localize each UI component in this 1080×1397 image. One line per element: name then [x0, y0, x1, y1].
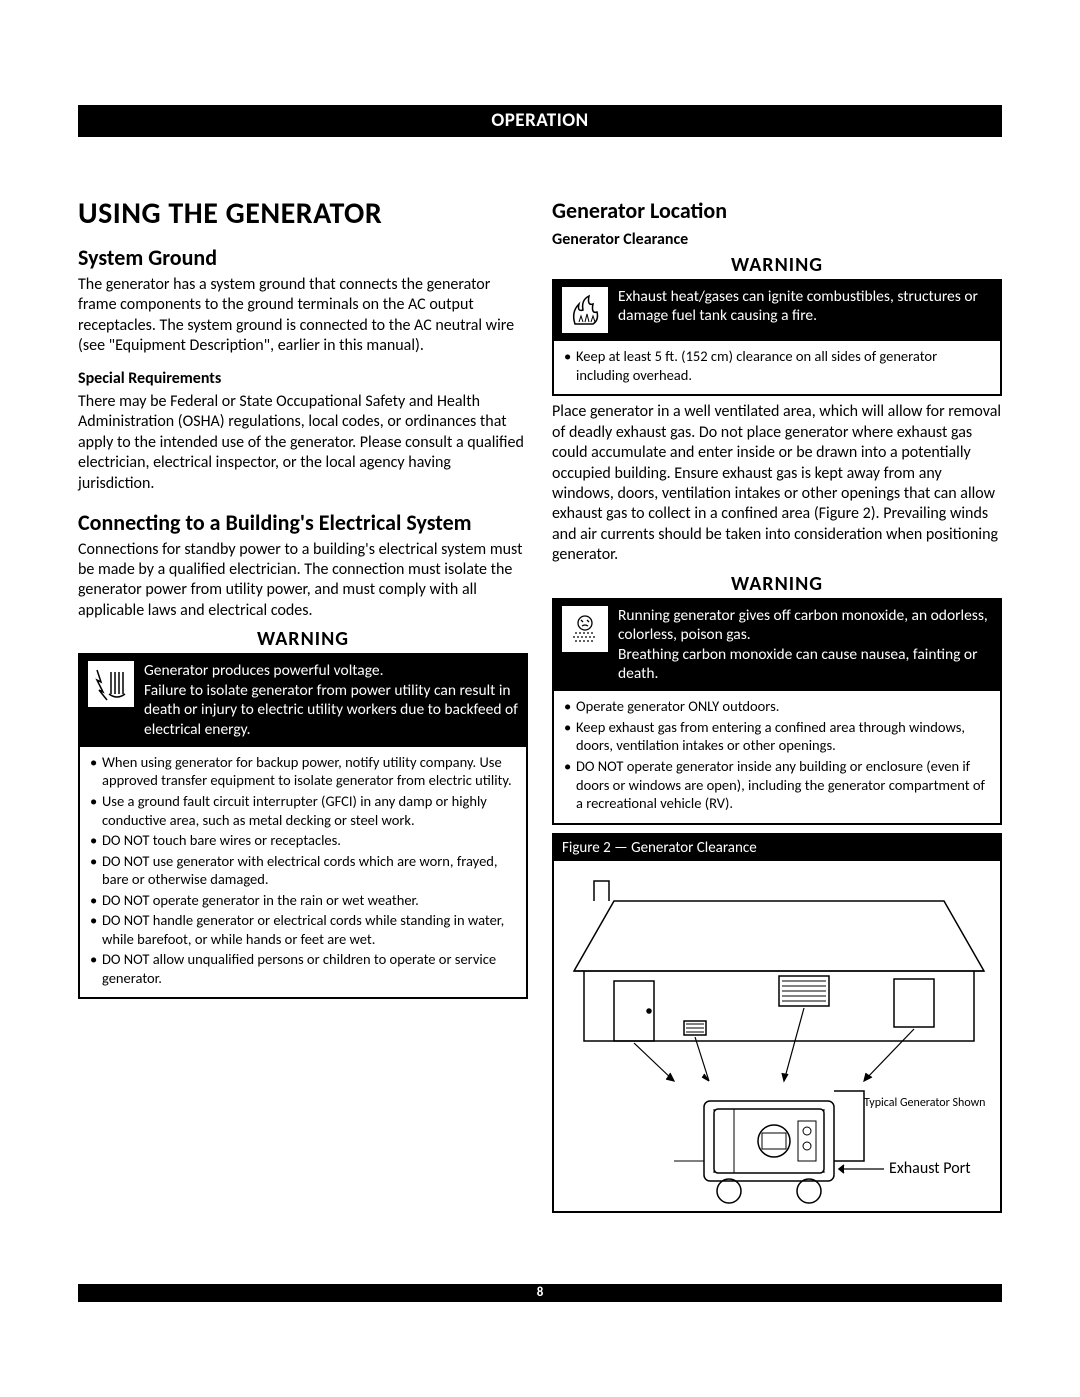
- bullet-item: Use a ground fault circuit interrupter (…: [90, 792, 516, 829]
- generator-clearance-heading: Generator Clearance: [552, 230, 1002, 249]
- figure-exhaust-label: Exhaust Port: [889, 1159, 971, 1178]
- system-ground-body: The generator has a system ground that c…: [78, 275, 528, 357]
- warning-fire-bullets: Keep at least 5 ft. (152 cm) clearance o…: [554, 341, 1000, 394]
- warning-voltage-top: Generator produces powerful voltage. Fai…: [80, 655, 526, 747]
- system-ground-heading: System Ground: [78, 244, 528, 271]
- warning-fire-top: Exhaust heat/gases can ignite combustibl…: [554, 281, 1000, 341]
- warning-fire-text: Exhaust heat/gases can ignite combustibl…: [618, 287, 992, 333]
- generator-location-heading: Generator Location: [552, 197, 1002, 224]
- toxic-gas-icon: [562, 606, 608, 652]
- warning-label-3: WARNING: [552, 572, 1002, 596]
- bullet-item: DO NOT touch bare wires or receptacles.: [90, 831, 516, 850]
- warning-voltage-text: Generator produces powerful voltage. Fai…: [144, 661, 518, 739]
- bullet-item: Operate generator ONLY outdoors.: [564, 697, 990, 716]
- figure-2-box: Figure 2 — Generator Clearance: [552, 833, 1002, 1213]
- main-heading: USING THE GENERATOR: [78, 195, 528, 232]
- warning-voltage-line2: Failure to isolate generator from power …: [144, 681, 518, 739]
- warning-co-line2: Breathing carbon monoxide can cause naus…: [618, 645, 992, 684]
- bullet-item: When using generator for backup power, n…: [90, 753, 516, 790]
- warning-label-1: WARNING: [78, 627, 528, 651]
- warning-co-text: Running generator gives off carbon monox…: [618, 606, 992, 684]
- shock-icon: [88, 661, 134, 707]
- content-area: USING THE GENERATOR System Ground The ge…: [78, 195, 1002, 1213]
- connecting-body: Connections for standby power to a build…: [78, 540, 528, 622]
- figure-typical-label: Typical Generator Shown: [864, 1096, 985, 1110]
- right-column: Generator Location Generator Clearance W…: [552, 195, 1002, 1213]
- connecting-heading: Connecting to a Building's Electrical Sy…: [78, 510, 528, 535]
- figure-2-caption: Figure 2 — Generator Clearance: [554, 835, 1000, 861]
- bullet-item: DO NOT operate generator inside any buil…: [564, 757, 990, 813]
- warning-co-top: Running generator gives off carbon monox…: [554, 600, 1000, 692]
- special-requirements-heading: Special Requirements: [78, 369, 528, 388]
- warning-voltage-line1: Generator produces powerful voltage.: [144, 661, 518, 680]
- bullet-item: DO NOT handle generator or electrical co…: [90, 911, 516, 948]
- warning-box-co: Running generator gives off carbon monox…: [552, 598, 1002, 825]
- bullet-item: DO NOT use generator with electrical cor…: [90, 852, 516, 889]
- figure-2-illustration: Typical Generator Shown Exhaust Port: [554, 861, 1000, 1211]
- bullet-item: Keep at least 5 ft. (152 cm) clearance o…: [564, 347, 990, 384]
- warning-co-bullets: Operate generator ONLY outdoors. Keep ex…: [554, 691, 1000, 822]
- fire-icon: [562, 287, 608, 333]
- location-body: Place generator in a well ventilated are…: [552, 402, 1002, 566]
- warning-co-line1: Running generator gives off carbon monox…: [618, 606, 992, 645]
- left-column: USING THE GENERATOR System Ground The ge…: [78, 195, 528, 1213]
- warning-label-2: WARNING: [552, 253, 1002, 277]
- operation-bar: OPERATION: [78, 105, 1002, 137]
- bullet-item: DO NOT operate generator in the rain or …: [90, 891, 516, 910]
- special-requirements-body: There may be Federal or State Occupation…: [78, 392, 528, 494]
- bullet-item: Keep exhaust gas from entering a confine…: [564, 718, 990, 755]
- warning-voltage-bullets: When using generator for backup power, n…: [80, 747, 526, 998]
- bullet-item: DO NOT allow unqualified persons or chil…: [90, 950, 516, 987]
- warning-box-voltage: Generator produces powerful voltage. Fai…: [78, 653, 528, 999]
- page-number-bar: 8: [78, 1284, 1002, 1302]
- warning-box-fire: Exhaust heat/gases can ignite combustibl…: [552, 279, 1002, 396]
